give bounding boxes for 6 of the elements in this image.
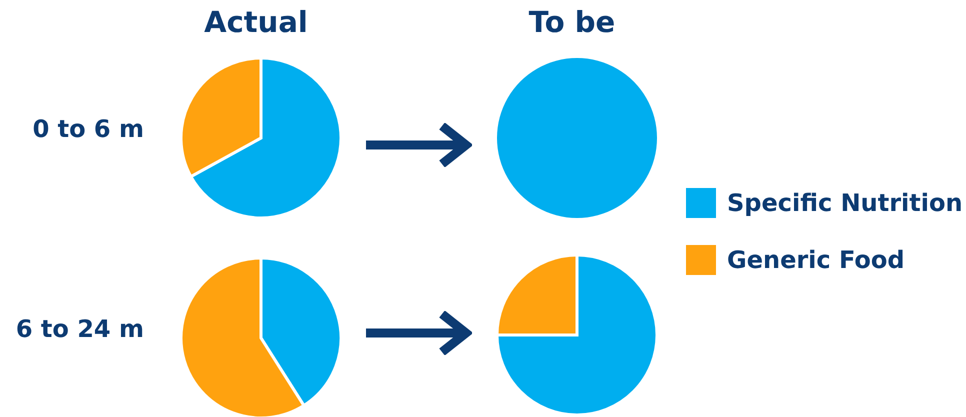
- legend-label: Specific Nutrition: [727, 189, 963, 217]
- chart-title: Actual: [203, 5, 309, 39]
- text: 6 to 24 m: [14, 315, 144, 343]
- text: 0 to 6 m: [32, 115, 144, 143]
- chart-title: To be: [528, 5, 616, 39]
- legend-label: Generic Food: [727, 246, 905, 274]
